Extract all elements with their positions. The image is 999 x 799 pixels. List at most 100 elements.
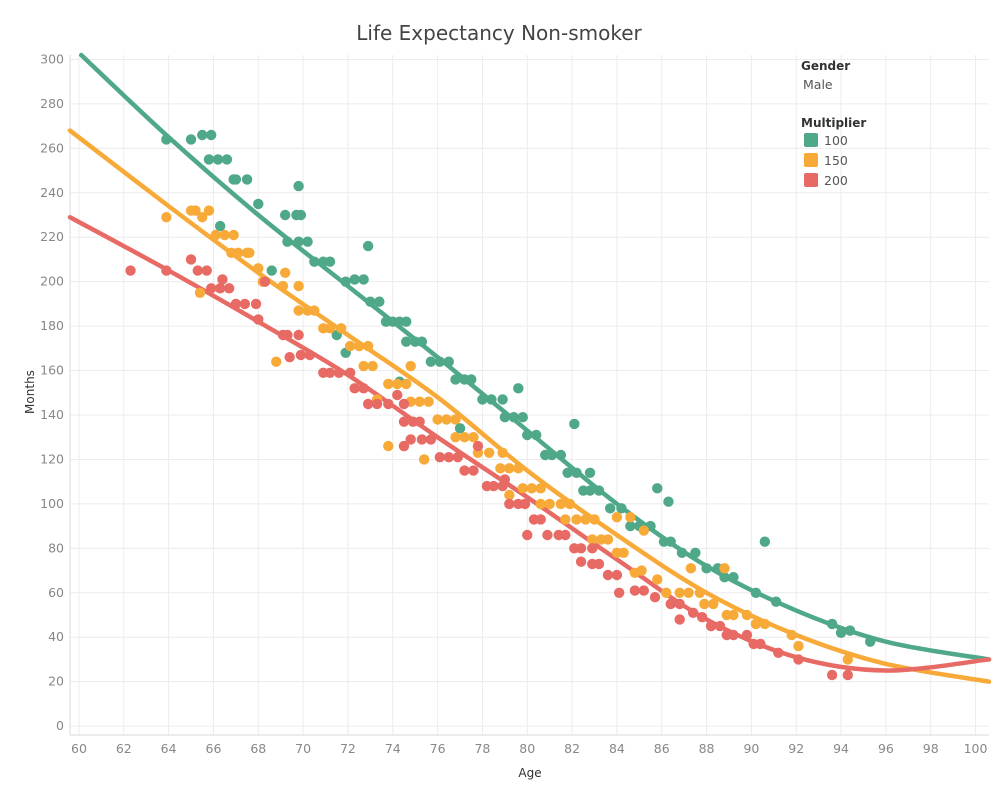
point-200[interactable] — [250, 298, 262, 310]
point-150[interactable] — [271, 356, 282, 367]
point-100[interactable] — [309, 256, 320, 267]
point-200[interactable] — [349, 383, 360, 394]
point-200[interactable] — [542, 529, 553, 541]
point-150[interactable] — [638, 525, 650, 536]
point-150[interactable] — [483, 447, 495, 458]
point-200[interactable] — [284, 352, 295, 363]
point-200[interactable] — [773, 647, 784, 658]
point-200[interactable] — [468, 465, 479, 476]
point-100[interactable] — [221, 154, 233, 165]
point-150[interactable] — [708, 598, 719, 610]
point-200[interactable] — [443, 452, 455, 463]
point-200[interactable] — [214, 283, 226, 294]
point-100[interactable] — [546, 449, 558, 461]
point-150[interactable] — [392, 378, 403, 390]
point-100[interactable] — [750, 587, 762, 598]
point-150[interactable] — [513, 463, 524, 474]
point-200[interactable] — [488, 480, 499, 492]
point-150[interactable] — [674, 587, 685, 598]
point-150[interactable] — [699, 598, 710, 610]
point-100[interactable] — [555, 449, 567, 461]
point-150[interactable] — [362, 340, 374, 352]
point-150[interactable] — [589, 514, 600, 525]
point-200[interactable] — [687, 607, 699, 618]
point-100[interactable] — [531, 429, 542, 441]
point-150[interactable] — [526, 483, 537, 494]
point-150[interactable] — [652, 574, 663, 585]
point-200[interactable] — [192, 265, 203, 276]
point-150[interactable] — [432, 414, 443, 425]
point-150[interactable] — [759, 618, 771, 630]
point-200[interactable] — [587, 543, 598, 554]
point-200[interactable] — [295, 349, 307, 361]
point-150[interactable] — [786, 629, 797, 641]
point-100[interactable] — [241, 174, 253, 185]
point-200[interactable] — [398, 440, 410, 452]
legend-item-150[interactable]: 150 — [804, 153, 848, 168]
point-150[interactable] — [468, 432, 479, 443]
point-100[interactable] — [522, 429, 533, 441]
point-150[interactable] — [423, 396, 434, 407]
point-200[interactable] — [125, 265, 136, 276]
point-100[interactable] — [266, 265, 277, 276]
point-150[interactable] — [401, 378, 412, 390]
point-100[interactable] — [616, 503, 627, 514]
point-150[interactable] — [277, 280, 289, 292]
point-200[interactable] — [826, 669, 838, 681]
point-100[interactable] — [206, 129, 217, 141]
point-100[interactable] — [466, 374, 477, 385]
point-100[interactable] — [844, 625, 856, 636]
point-200[interactable] — [282, 329, 293, 341]
point-150[interactable] — [517, 483, 528, 494]
point-100[interactable] — [826, 618, 838, 630]
point-150[interactable] — [661, 587, 672, 598]
point-150[interactable] — [244, 247, 255, 258]
point-200[interactable] — [371, 398, 383, 410]
point-150[interactable] — [719, 563, 730, 574]
point-200[interactable] — [602, 569, 614, 581]
point-150[interactable] — [504, 489, 515, 501]
point-100[interactable] — [770, 596, 782, 607]
point-100[interactable] — [584, 485, 596, 496]
point-150[interactable] — [611, 512, 623, 523]
point-150[interactable] — [694, 587, 706, 598]
point-150[interactable] — [203, 205, 215, 216]
point-100[interactable] — [340, 276, 351, 287]
point-100[interactable] — [676, 547, 688, 558]
point-150[interactable] — [358, 360, 369, 372]
point-100[interactable] — [835, 627, 847, 638]
point-200[interactable] — [362, 398, 374, 410]
point-150[interactable] — [309, 305, 320, 316]
point-150[interactable] — [750, 618, 762, 630]
point-150[interactable] — [441, 414, 452, 425]
point-150[interactable] — [161, 212, 172, 223]
point-150[interactable] — [571, 514, 582, 525]
point-100[interactable] — [719, 572, 730, 583]
point-100[interactable] — [593, 485, 605, 496]
point-150[interactable] — [228, 229, 239, 241]
point-200[interactable] — [629, 585, 641, 596]
point-200[interactable] — [638, 585, 650, 596]
point-200[interactable] — [253, 314, 264, 325]
point-200[interactable] — [217, 274, 228, 285]
point-200[interactable] — [705, 620, 717, 632]
point-100[interactable] — [197, 129, 208, 141]
point-150[interactable] — [232, 247, 244, 258]
point-150[interactable] — [535, 498, 546, 510]
point-200[interactable] — [333, 367, 345, 378]
point-100[interactable] — [365, 296, 376, 307]
point-100[interactable] — [499, 412, 511, 423]
point-100[interactable] — [497, 394, 508, 405]
point-150[interactable] — [602, 534, 614, 545]
point-150[interactable] — [414, 396, 425, 407]
point-100[interactable] — [663, 496, 674, 507]
point-100[interactable] — [293, 180, 304, 192]
point-200[interactable] — [499, 474, 511, 485]
point-200[interactable] — [358, 383, 369, 394]
point-150[interactable] — [279, 267, 291, 278]
point-150[interactable] — [450, 414, 461, 425]
point-200[interactable] — [383, 398, 394, 410]
point-200[interactable] — [674, 614, 685, 625]
point-150[interactable] — [253, 263, 264, 274]
point-150[interactable] — [555, 498, 567, 510]
